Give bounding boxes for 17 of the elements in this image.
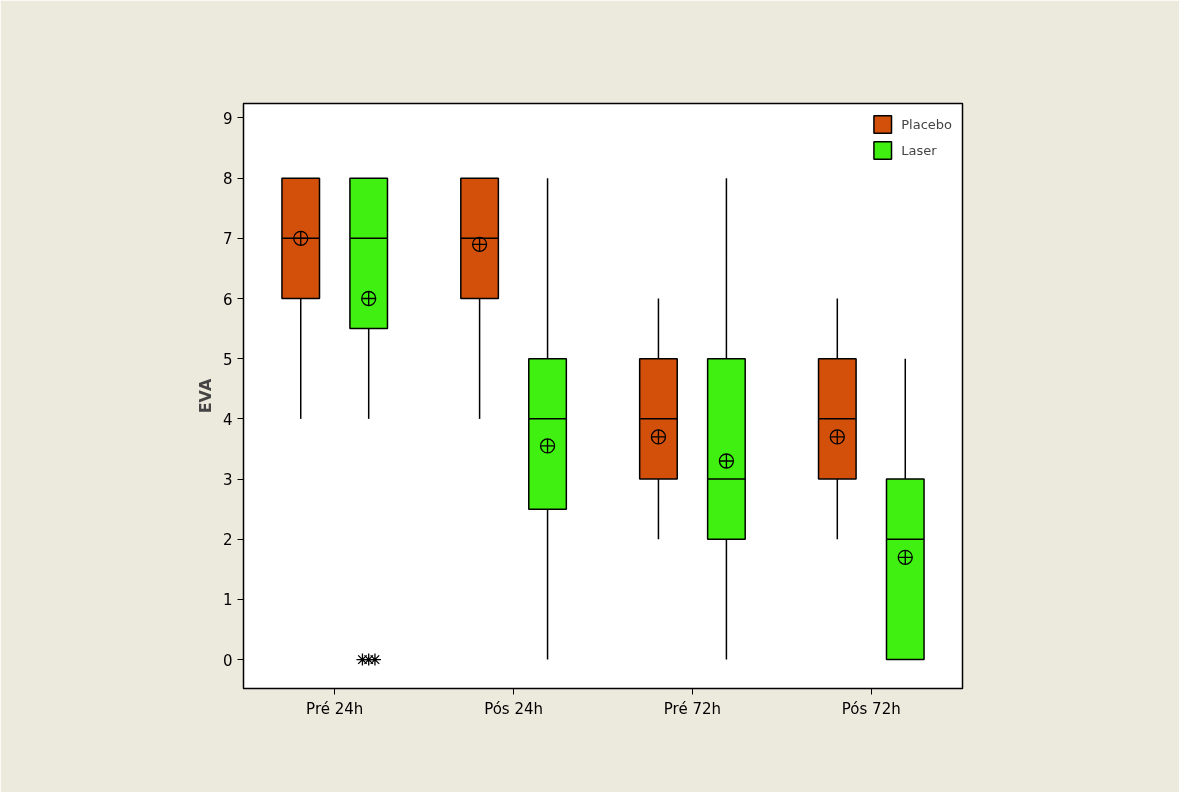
y-axis-title: EVA — [195, 378, 215, 414]
y-tick-label: 9 — [222, 109, 233, 128]
y-tick-label: 0 — [222, 651, 233, 670]
x-tick-label: Pós 72h — [841, 699, 901, 718]
x-tick-label: Pré 72h — [663, 699, 722, 718]
y-tick-label: 7 — [222, 230, 233, 249]
y-tick-label: 2 — [222, 531, 233, 550]
y-tick-label: 6 — [222, 290, 233, 309]
y-tick-label: 5 — [222, 350, 233, 369]
y-tick-label: 4 — [222, 410, 233, 429]
legend-label: Laser — [901, 142, 937, 158]
y-tick-label: 1 — [222, 591, 233, 610]
y-tick-label: 8 — [222, 170, 233, 189]
y-tick-label: 3 — [222, 471, 233, 490]
x-tick-label: Pós 24h — [484, 699, 544, 718]
x-tick-label: Pré 24h — [306, 699, 364, 718]
legend-label: Placebo — [901, 116, 952, 132]
